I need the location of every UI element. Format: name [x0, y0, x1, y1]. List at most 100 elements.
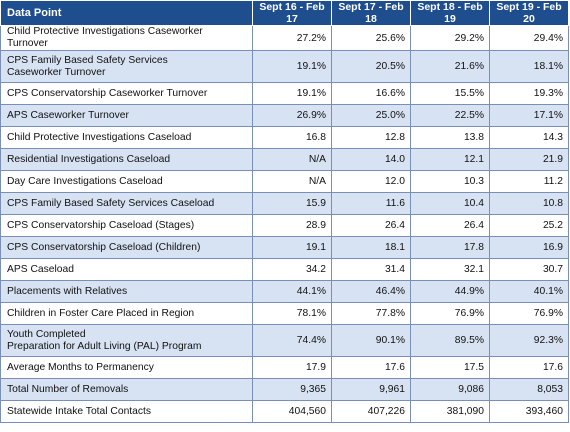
row-label: CPS Conservatorship Caseworker Turnover	[0, 82, 253, 105]
table-cell: 381,090	[410, 400, 490, 423]
table-cell: 18.1	[331, 236, 411, 259]
column-header-period: Sept 16 - Feb 17	[252, 0, 332, 26]
table-cell: 27.2%	[252, 25, 332, 51]
table-row: Day Care Investigations Caseload N/A 12.0 1…	[0, 170, 569, 193]
table-row: Statewide Intake Total Contacts 404,560 40…	[0, 400, 569, 423]
table-cell: 26.4	[331, 214, 411, 237]
table-row: Average Months to Permanency 17.9 17.6 17.5…	[0, 356, 569, 379]
table-cell: 19.1%	[252, 50, 332, 83]
table-cell: 14.3	[489, 126, 569, 149]
row-label: APS Caseworker Turnover	[0, 104, 253, 127]
table-cell: 12.1	[410, 148, 490, 171]
table-cell: 393,460	[489, 400, 569, 423]
table-cell: 12.8	[331, 126, 411, 149]
table-cell: N/A	[252, 170, 332, 193]
row-label: Total Number of Removals	[0, 378, 253, 401]
table-cell: 25.6%	[331, 25, 411, 51]
table-cell: 9,086	[410, 378, 490, 401]
table-row: CPS Family Based Safety Services Caseloa…	[0, 192, 569, 215]
table-cell: 407,226	[331, 400, 411, 423]
table-cell: 22.5%	[410, 104, 490, 127]
table-cell: 26.4	[410, 214, 490, 237]
table-cell: 89.5%	[410, 324, 490, 357]
table-header: Data Point Sept 16 - Feb 17 Sept 17 - Fe…	[0, 0, 569, 26]
table-cell: 90.1%	[331, 324, 411, 357]
table-cell: 29.4%	[489, 25, 569, 51]
table-cell: 404,560	[252, 400, 332, 423]
row-label: Child Protective Investigations Caseload	[0, 126, 253, 149]
table-row: Youth Completed Preparation for Adult Liv…	[0, 324, 569, 357]
table-row: Placements with Relatives 44.1% 46.4% 44.9%…	[0, 280, 569, 303]
table-cell: 19.1	[252, 236, 332, 259]
table-cell: 13.8	[410, 126, 490, 149]
table-cell: 44.9%	[410, 280, 490, 303]
header-row: Data Point Sept 16 - Feb 17 Sept 17 - Fe…	[0, 0, 569, 26]
row-label: Placements with Relatives	[0, 280, 253, 303]
row-label: APS Caseload	[0, 258, 253, 281]
table-row: CPS Conservatorship Caseworker Turnover 1…	[0, 82, 569, 105]
table-cell: 26.9%	[252, 104, 332, 127]
table-row: Residential Investigations Caseload N/A 14…	[0, 148, 569, 171]
table-row: Child Protective Investigations Casework…	[0, 25, 569, 51]
table-cell: 16.8	[252, 126, 332, 149]
table-cell: 16.6%	[331, 82, 411, 105]
table-cell: 17.1%	[489, 104, 569, 127]
table-cell: 30.7	[489, 258, 569, 281]
table-row: APS Caseworker Turnover 26.9% 25.0% 22.5% 17…	[0, 104, 569, 127]
column-header-period: Sept 19 - Feb 20	[489, 0, 569, 26]
table-row: CPS Conservatorship Caseload (Children) 1…	[0, 236, 569, 259]
table-cell: 17.6	[331, 356, 411, 379]
table-row: Total Number of Removals 9,365 9,961 9,086 8…	[0, 378, 569, 401]
table-cell: 25.0%	[331, 104, 411, 127]
table-cell: 46.4%	[331, 280, 411, 303]
row-label: Children in Foster Care Placed in Region	[0, 302, 253, 325]
row-label: Average Months to Permanency	[0, 356, 253, 379]
table-cell: 21.9	[489, 148, 569, 171]
row-label: CPS Conservatorship Caseload (Children)	[0, 236, 253, 259]
table-cell: 17.6	[489, 356, 569, 379]
table-cell: 92.3%	[489, 324, 569, 357]
table-cell: 18.1%	[489, 50, 569, 83]
column-header-period: Sept 17 - Feb 18	[331, 0, 411, 26]
table-cell: 76.9%	[410, 302, 490, 325]
row-label: CPS Family Based Safety Services Casework…	[0, 50, 253, 83]
table-cell: 20.5%	[331, 50, 411, 83]
row-label: Youth Completed Preparation for Adult Liv…	[0, 324, 253, 357]
table-cell: 17.8	[410, 236, 490, 259]
row-label: Statewide Intake Total Contacts	[0, 400, 253, 423]
table-cell: 12.0	[331, 170, 411, 193]
column-header-period: Sept 18 - Feb 19	[410, 0, 490, 26]
table-cell: 28.9	[252, 214, 332, 237]
table-cell: 32.1	[410, 258, 490, 281]
column-header-data-point: Data Point	[0, 0, 253, 26]
table-cell: 19.1%	[252, 82, 332, 105]
table-cell: 78.1%	[252, 302, 332, 325]
table-cell: 14.0	[331, 148, 411, 171]
table-cell: 40.1%	[489, 280, 569, 303]
table-row: Child Protective Investigations Caseload…	[0, 126, 569, 149]
table-cell: 74.4%	[252, 324, 332, 357]
table-cell: 17.5	[410, 356, 490, 379]
row-label: CPS Family Based Safety Services Caseloa…	[0, 192, 253, 215]
table-cell: 11.2	[489, 170, 569, 193]
row-label: Day Care Investigations Caseload	[0, 170, 253, 193]
table-cell: 10.8	[489, 192, 569, 215]
table-cell: 17.9	[252, 356, 332, 379]
table-cell: 8,053	[489, 378, 569, 401]
table-cell: 31.4	[331, 258, 411, 281]
table-row: CPS Family Based Safety Services Casework…	[0, 50, 569, 83]
table-row: Children in Foster Care Placed in Region…	[0, 302, 569, 325]
table-cell: 77.8%	[331, 302, 411, 325]
row-label: CPS Conservatorship Caseload (Stages)	[0, 214, 253, 237]
table-cell: 34.2	[252, 258, 332, 281]
table-cell: 10.3	[410, 170, 490, 193]
table-cell: 29.2%	[410, 25, 490, 51]
table-cell: 15.5%	[410, 82, 490, 105]
table-row: CPS Conservatorship Caseload (Stages) 28.…	[0, 214, 569, 237]
table-cell: 19.3%	[489, 82, 569, 105]
table-row: APS Caseload 34.2 31.4 32.1 30.7	[0, 258, 569, 281]
table-cell: 76.9%	[489, 302, 569, 325]
table-cell: 21.6%	[410, 50, 490, 83]
table-cell: 11.6	[331, 192, 411, 215]
row-label: Child Protective Investigations Casework…	[0, 25, 253, 51]
